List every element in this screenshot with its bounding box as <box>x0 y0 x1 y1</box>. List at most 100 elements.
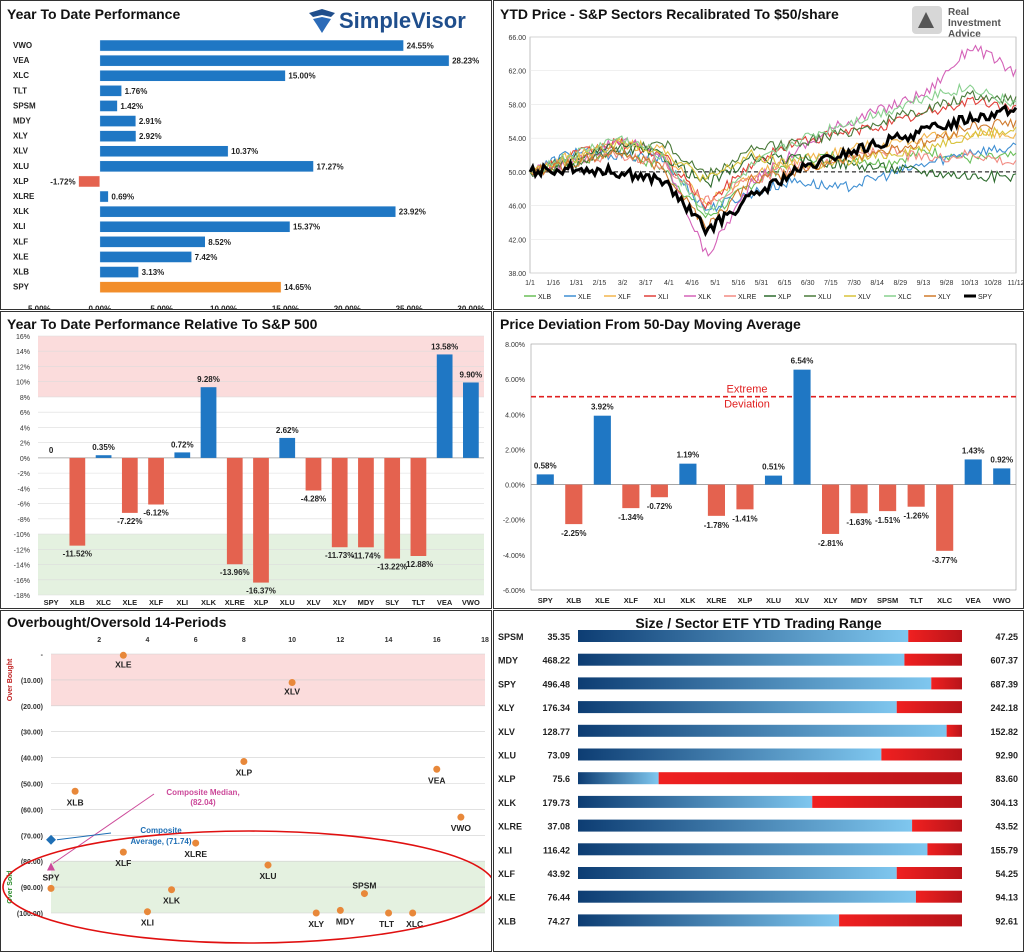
ytd-price-title: YTD Price - S&P Sectors Recalibrated To … <box>500 6 839 22</box>
x-tick-label: 9/13 <box>917 280 931 287</box>
bar <box>121 457 138 513</box>
data-label: 8.52% <box>208 238 231 247</box>
composite-median-value: (82.04) <box>190 798 216 807</box>
category-label: XLF <box>624 596 639 605</box>
range-ticker: XLK <box>498 798 517 808</box>
category-label: TLT <box>412 598 426 607</box>
range-low: 76.44 <box>547 893 570 903</box>
category-label: XLU <box>280 598 295 607</box>
x-tick-label: 1/1 <box>525 280 535 287</box>
point-marker <box>119 848 127 856</box>
data-label: -7.22% <box>117 517 142 526</box>
range-high: 83.60 <box>995 774 1018 784</box>
series-line-xlu <box>529 89 1017 181</box>
bar <box>78 175 101 188</box>
ytd-performance-title: Year To Date Performance <box>7 6 181 22</box>
bar <box>148 457 164 505</box>
range-ticker: XLP <box>498 774 516 784</box>
legend-label: XLK <box>698 294 712 301</box>
y-tick-label: 62.00 <box>508 69 526 76</box>
range-ticker: SPSM <box>498 632 524 642</box>
category-label: XLE <box>13 252 29 261</box>
data-label: 2.92% <box>139 132 162 141</box>
bar <box>253 457 269 583</box>
relative-performance-title: Year To Date Performance Relative To S&P… <box>7 316 318 332</box>
ytd-performance-panel: Year To Date Performance SimpleVisor -5.… <box>0 0 492 310</box>
bar <box>736 484 754 510</box>
bar <box>650 484 668 498</box>
y-tick-label: (90.00) <box>21 885 43 892</box>
y-tick-label: 12% <box>16 364 30 371</box>
y-tick-label: -6% <box>18 502 30 509</box>
x-tick-label: 5.00% <box>150 305 173 309</box>
category-label: MDY <box>13 117 31 126</box>
category-label: XLK <box>13 207 29 216</box>
data-label: -2.25% <box>561 529 586 538</box>
point-label: XLC <box>406 919 423 929</box>
range-high: 92.61 <box>995 916 1018 926</box>
ytd-price-panel: YTD Price - S&P Sectors Recalibrated To … <box>493 0 1024 310</box>
data-label: 10.37% <box>231 147 258 156</box>
data-label: -12.88% <box>404 560 434 569</box>
trading-range-title: Size / Sector ETF YTD Trading Range <box>635 615 882 631</box>
point-label: XLI <box>141 918 154 928</box>
range-high: 607.37 <box>990 656 1018 666</box>
range-bar-blue <box>578 795 813 808</box>
bar <box>593 415 611 485</box>
category-label: SPY <box>13 283 30 292</box>
ria-logo: Real Investment Advice <box>910 4 1020 40</box>
y-tick-label: 46.00 <box>508 204 526 211</box>
data-label: -1.34% <box>618 513 643 522</box>
bar <box>793 369 811 485</box>
range-bar-blue <box>578 653 905 666</box>
category-label: XLY <box>824 596 838 605</box>
data-label: -1.41% <box>732 514 757 523</box>
relative-performance-panel: Year To Date Performance Relative To S&P… <box>0 311 492 609</box>
series-line-xlc <box>529 82 1017 215</box>
bar <box>99 39 404 52</box>
ria-logo-text: Real Investment Advice <box>948 7 1001 40</box>
bar <box>936 484 954 551</box>
legend-label: XLP <box>778 294 792 301</box>
composite-median-label: Composite Median, <box>166 788 239 797</box>
y-tick-label: -6.00% <box>503 588 525 595</box>
range-high: 152.82 <box>990 727 1018 737</box>
x-tick-label: 5/16 <box>731 280 745 287</box>
data-label: 3.92% <box>591 403 614 412</box>
range-bar-blue <box>578 914 840 927</box>
x-tick-label: 10.00% <box>210 305 237 309</box>
range-high: 94.13 <box>995 893 1018 903</box>
range-high: 155.79 <box>990 845 1018 855</box>
point-label: VEA <box>428 775 445 785</box>
range-low: 37.08 <box>547 822 570 832</box>
range-low: 75.6 <box>552 774 570 784</box>
category-label: XLB <box>70 598 86 607</box>
x-tick-label: 3/17 <box>639 280 653 287</box>
point-label: XLV <box>284 686 300 696</box>
category-label: XLE <box>595 596 610 605</box>
y-tick-label: 0.00% <box>505 483 525 490</box>
range-ticker: XLRE <box>498 822 522 832</box>
legend-label: XLF <box>618 294 631 301</box>
point-marker <box>385 909 393 917</box>
x-tick-label: 4/16 <box>685 280 699 287</box>
data-label: 15.00% <box>288 72 315 81</box>
median-pointer-line <box>52 793 155 864</box>
y-tick-label: 2.00% <box>505 447 525 454</box>
average-pointer-line <box>56 832 112 841</box>
data-label: -11.73% <box>325 551 354 560</box>
legend-label: XLI <box>658 294 669 301</box>
category-label: XLI <box>176 598 188 607</box>
category-label: SPY <box>44 598 59 607</box>
bar <box>99 130 137 142</box>
legend-label: XLV <box>858 294 871 301</box>
point-marker <box>457 813 465 821</box>
y-tick-label: 2% <box>20 441 30 448</box>
bar <box>993 468 1011 485</box>
data-label: 24.55% <box>407 42 434 51</box>
simplevisor-logo: SimpleVisor <box>307 7 487 37</box>
y-tick-label: -4% <box>18 486 30 493</box>
legend-label: SPY <box>978 294 992 301</box>
data-label: -3.77% <box>932 556 957 565</box>
bar <box>99 251 192 263</box>
